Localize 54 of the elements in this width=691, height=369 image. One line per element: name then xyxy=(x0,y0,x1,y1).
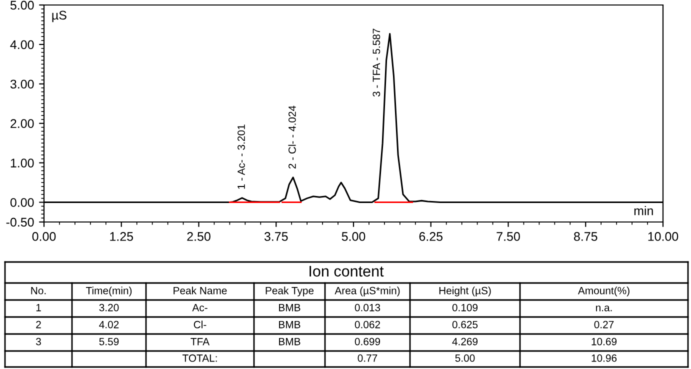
text: 4.269 xyxy=(452,338,478,346)
annotation: 2 - Cl- - 4.024 xyxy=(288,106,296,169)
y-tick-label: 2.00 xyxy=(10,119,34,128)
text: Peak Name xyxy=(174,286,227,294)
x-tick-label: 2.50 xyxy=(187,232,210,241)
y-tick-label: 5.00 xyxy=(10,0,34,10)
x-tick-label: 6.25 xyxy=(419,232,443,241)
y-tick-label: 4.00 xyxy=(10,40,34,50)
text: TOTAL: xyxy=(182,354,217,362)
text: 3.20 xyxy=(99,304,119,312)
text: 0.27 xyxy=(594,320,614,328)
text: 0.062 xyxy=(354,320,380,328)
text: 5.00 xyxy=(455,354,475,362)
y-axis-title: µS xyxy=(52,10,66,22)
text: 0.625 xyxy=(452,320,478,328)
text: 0.109 xyxy=(452,304,478,312)
x-tick-label: 8.75 xyxy=(574,232,598,241)
text: 2 xyxy=(36,320,41,328)
text: Peak Type xyxy=(266,286,314,296)
x-tick-label: 1.25 xyxy=(110,232,134,241)
x-tick-label: 7.50 xyxy=(496,232,520,241)
text: 0.77 xyxy=(358,354,378,362)
text: Area (µS*min) xyxy=(334,286,400,296)
annotation: 1 - Ac- - 3.201 xyxy=(238,124,245,189)
x-tick-label: 5.00 xyxy=(342,232,366,241)
text: n.a. xyxy=(596,306,612,312)
y-tick-label: 0.00 xyxy=(10,198,34,207)
text: Height (µS) xyxy=(439,286,491,296)
x-tick-label: 0.00 xyxy=(32,232,56,241)
annotation: 3 - TFA - 5.587 xyxy=(372,28,380,97)
text: No. xyxy=(31,287,46,294)
text: 3 xyxy=(36,338,41,346)
text: BMB xyxy=(279,338,300,346)
text: Ac- xyxy=(192,304,208,312)
text: BMB xyxy=(279,304,300,312)
text: Cl- xyxy=(194,320,206,328)
text: Time(min) xyxy=(86,286,132,296)
text: TFA xyxy=(190,338,210,346)
text: 10.69 xyxy=(592,338,617,346)
text: 1 xyxy=(36,304,41,312)
text: BMB xyxy=(279,321,300,328)
x-tick-label: 10.00 xyxy=(648,232,678,241)
y-tick-label: 1.00 xyxy=(10,158,34,168)
x-tick-label: 3.75 xyxy=(264,232,288,241)
text: 0.013 xyxy=(354,304,380,312)
text: 5.59 xyxy=(99,338,119,346)
y-tick-label: -0.50 xyxy=(6,218,34,227)
text: 10.96 xyxy=(592,354,617,362)
text: 0.699 xyxy=(354,338,380,346)
text: 4.02 xyxy=(99,320,119,328)
text: Ion content xyxy=(310,266,384,277)
text: Amount(%) xyxy=(578,286,630,296)
y-tick-label: 3.00 xyxy=(10,80,34,89)
x-axis-title: min xyxy=(634,206,653,216)
